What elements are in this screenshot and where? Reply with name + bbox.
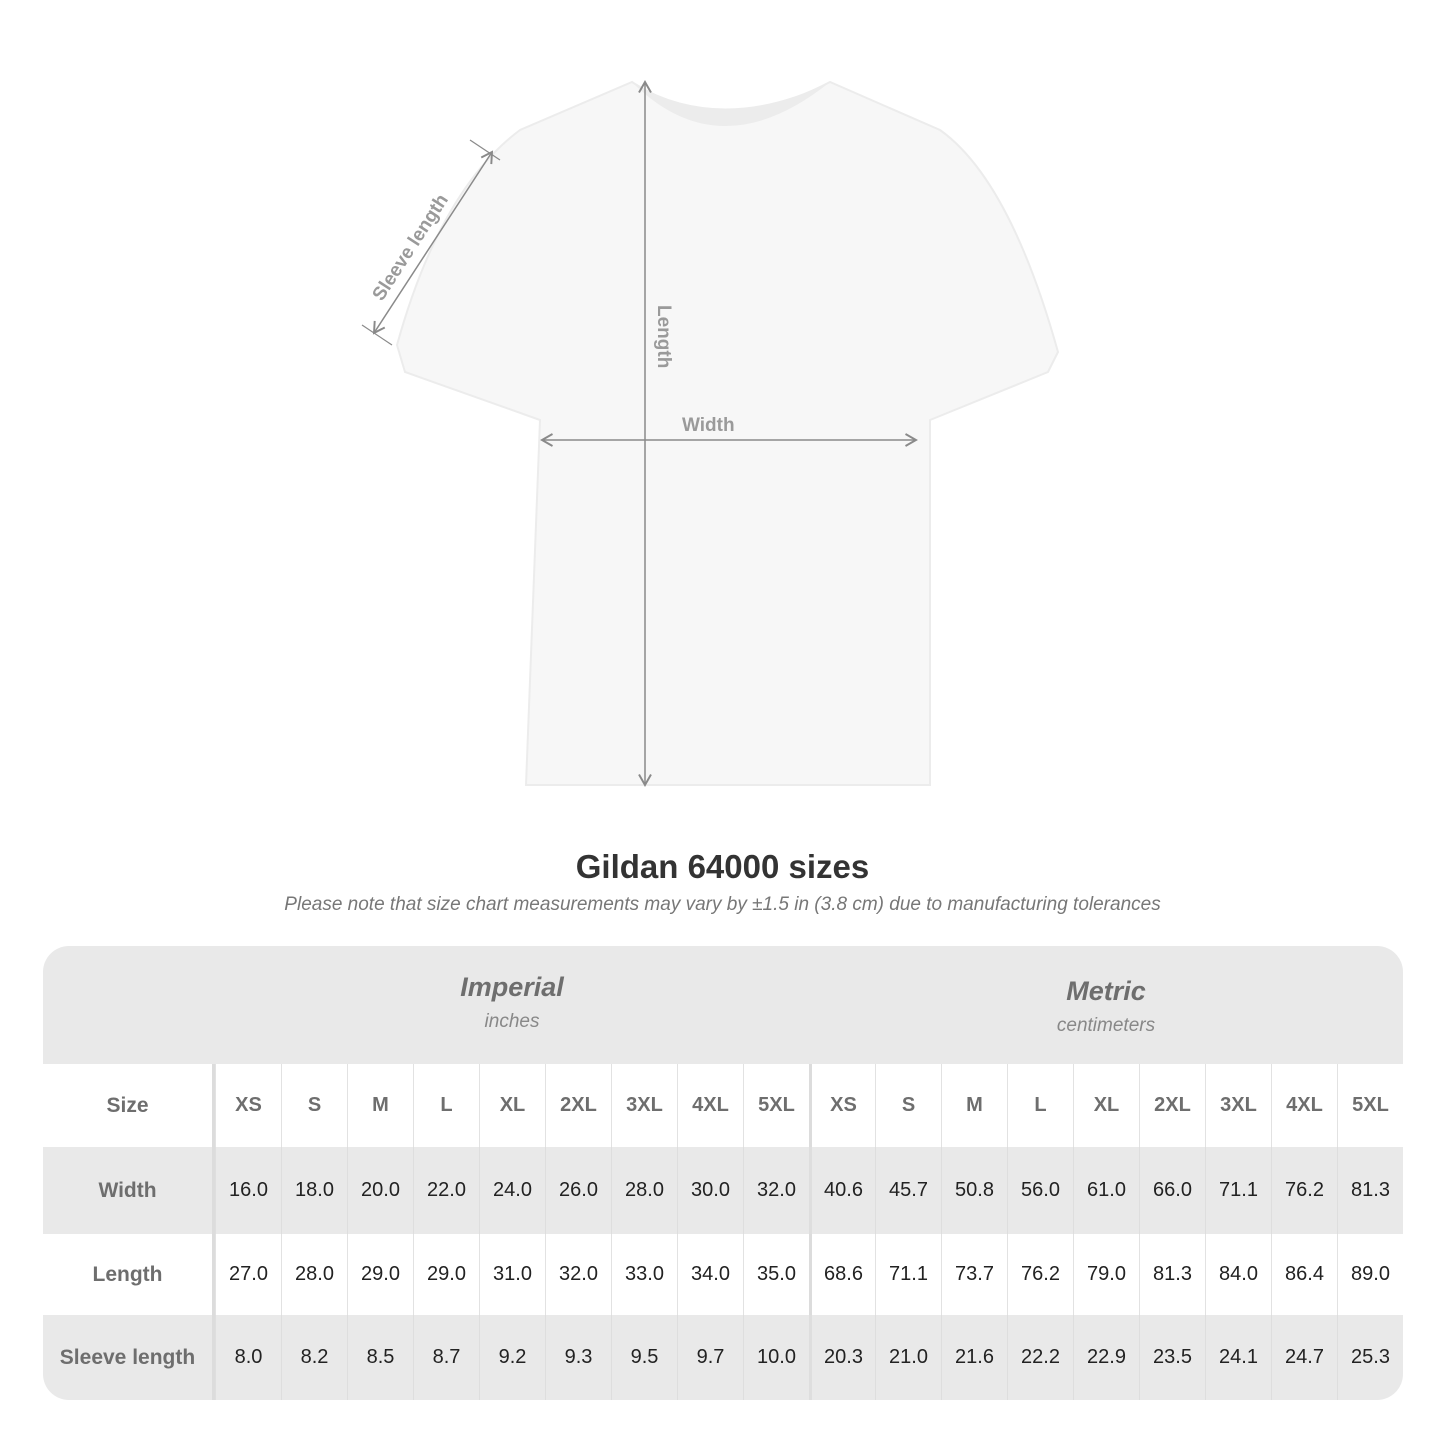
length-label: Length [653,305,674,368]
metric-cell: XS [809,1064,875,1147]
imperial-cell: 10.0 [743,1315,809,1400]
imperial-cell: 27.0 [215,1234,281,1315]
metric-cell: 23.5 [1139,1315,1205,1400]
sleeve-measure-tick [361,324,393,346]
imperial-cell: 9.5 [611,1315,677,1400]
tshirt-collar [632,82,830,126]
metric-cell: 81.3 [1139,1234,1205,1315]
imperial-cell: 2XL [545,1064,611,1147]
metric-header: Metric centimeters [809,946,1403,1064]
metric-unit: centimeters [1056,1015,1156,1036]
row-label: Width [43,1147,215,1234]
imperial-cell: 8.0 [215,1315,281,1400]
metric-cell: 76.2 [1007,1234,1073,1315]
imperial-cell: 29.0 [413,1234,479,1315]
imperial-cell: 32.0 [545,1234,611,1315]
metric-cell: L [1007,1064,1073,1147]
metric-cell: XL [1073,1064,1139,1147]
imperial-header: Imperial inches [215,946,809,1064]
imperial-cell: M [347,1064,413,1147]
row-label: Length [43,1234,215,1315]
imperial-cell: 3XL [611,1064,677,1147]
imperial-cell: 8.2 [281,1315,347,1400]
metric-cell: 21.6 [941,1315,1007,1400]
imperial-cell: 9.2 [479,1315,545,1400]
size-header-row: Size XS S M L XL 2XL 3XL 4XL 5XL XS S M L XL 2XL 3XL 4XL 5… [43,1064,1403,1147]
metric-cell: 20.3 [809,1315,875,1400]
metric-cell: 4XL [1271,1064,1337,1147]
imperial-cell: 33.0 [611,1234,677,1315]
sleeve-measure-line [372,150,494,335]
imperial-cell: 20.0 [347,1147,413,1234]
imperial-cell: 18.0 [281,1147,347,1234]
metric-cell: 89.0 [1337,1234,1403,1315]
metric-cell: 40.6 [809,1147,875,1234]
imperial-cell: 5XL [743,1064,809,1147]
metric-cell: 2XL [1139,1064,1205,1147]
sleeve-measure-tick [469,139,501,161]
imperial-unit: inches [484,1011,540,1032]
metric-cell: 71.1 [875,1234,941,1315]
metric-cell: 3XL [1205,1064,1271,1147]
imperial-cell: 22.0 [413,1147,479,1234]
table-row: Sleeve length 8.0 8.2 8.5 8.7 9.2 9.3 9.5 9.7 10.… [43,1315,1403,1400]
page-title: Gildan 64000 sizes [575,848,870,885]
metric-cell: 86.4 [1271,1234,1337,1315]
imperial-title: Imperial [460,972,564,1002]
metric-cell: 24.1 [1205,1315,1271,1400]
metric-cell: 21.0 [875,1315,941,1400]
imperial-cell: 29.0 [347,1234,413,1315]
metric-cell: 56.0 [1007,1147,1073,1234]
metric-cell: 5XL [1337,1064,1403,1147]
imperial-cell: 35.0 [743,1234,809,1315]
imperial-cell: 4XL [677,1064,743,1147]
metric-cell: 76.2 [1271,1147,1337,1234]
imperial-cell: 9.3 [545,1315,611,1400]
row-label: Size [43,1064,215,1147]
table-row: Length 27.0 28.0 29.0 29.0 31.0 32.0 33.0 34.0 35… [43,1234,1403,1315]
row-label: Sleeve length [43,1315,215,1400]
metric-cell: 24.7 [1271,1315,1337,1400]
metric-cell: 45.7 [875,1147,941,1234]
imperial-cell: XL [479,1064,545,1147]
imperial-cell: 8.5 [347,1315,413,1400]
imperial-cell: 16.0 [215,1147,281,1234]
imperial-cell: XS [215,1064,281,1147]
imperial-cell: L [413,1064,479,1147]
imperial-cell: 24.0 [479,1147,545,1234]
imperial-cell: 28.0 [281,1234,347,1315]
metric-cell: 84.0 [1205,1234,1271,1315]
size-table: Imperial inches Metric centimeters Size X… [43,946,1403,1400]
imperial-cell: 8.7 [413,1315,479,1400]
imperial-cell: 30.0 [677,1147,743,1234]
table-row: Width 16.0 18.0 20.0 22.0 24.0 26.0 28.0 30.0 32.… [43,1147,1403,1234]
metric-cell: 61.0 [1073,1147,1139,1234]
metric-cell: 81.3 [1337,1147,1403,1234]
tshirt-diagram: Length Width Sleeve length [361,80,1060,787]
metric-cell: S [875,1064,941,1147]
imperial-cell: 26.0 [545,1147,611,1234]
imperial-cell: 28.0 [611,1147,677,1234]
metric-cell: 25.3 [1337,1315,1403,1400]
imperial-cell: 9.7 [677,1315,743,1400]
metric-cell: 22.2 [1007,1315,1073,1400]
metric-cell: 66.0 [1139,1147,1205,1234]
metric-title: Metric [1066,976,1146,1006]
imperial-cell: S [281,1064,347,1147]
width-label: Width [682,415,735,436]
metric-cell: 79.0 [1073,1234,1139,1315]
page-subtitle: Please note that size chart measurements… [284,894,1161,915]
metric-cell: 50.8 [941,1147,1007,1234]
imperial-cell: 31.0 [479,1234,545,1315]
imperial-cell: 34.0 [677,1234,743,1315]
metric-cell: 22.9 [1073,1315,1139,1400]
metric-cell: 73.7 [941,1234,1007,1315]
metric-cell: 71.1 [1205,1147,1271,1234]
metric-cell: M [941,1064,1007,1147]
imperial-cell: 32.0 [743,1147,809,1234]
metric-cell: 68.6 [809,1234,875,1315]
